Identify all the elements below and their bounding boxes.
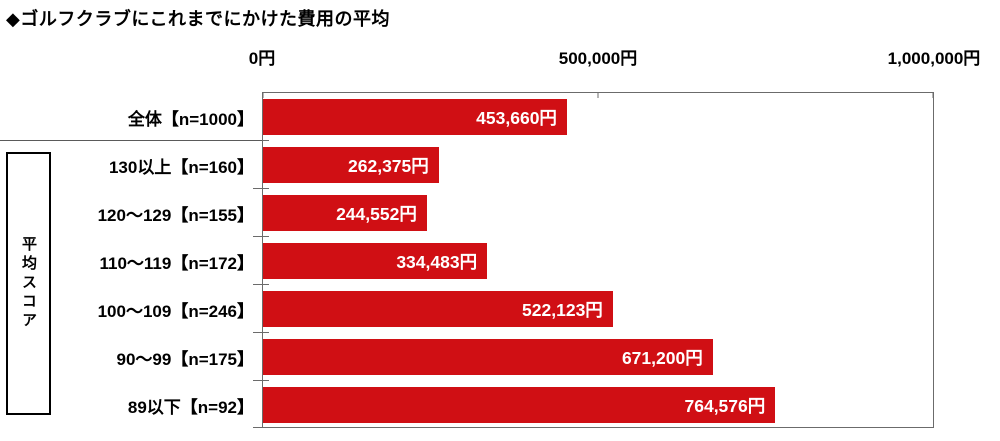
y-axis-tick [253, 332, 269, 333]
bar-value-label: 522,123円 [522, 299, 603, 320]
bar-value-label: 453,660円 [476, 107, 557, 128]
category-label: 130以上【n=160】 [108, 157, 254, 177]
bar: 522,123円 [263, 291, 613, 327]
category-label: 120〜129【n=155】 [97, 205, 254, 225]
x-tick-label: 1,000,000円 [887, 49, 981, 68]
y-axis-tick [253, 284, 269, 285]
x-axis-tick [597, 93, 599, 98]
category-label: 110〜119【n=172】 [99, 253, 254, 273]
chart-title: ◆ゴルフクラブにこれまでにかけた費用の平均 [6, 9, 390, 29]
x-axis-labels: 0円 500,000円 1,000,000円 [249, 44, 981, 68]
bar: 453,660円 [263, 99, 567, 135]
score-group-label: 平均スコア [20, 236, 37, 331]
chart-row: 90〜99【n=175】 671,200円 [117, 333, 933, 381]
chart-row: 130以上【n=160】 262,375円 [109, 141, 933, 189]
category-label: 全体【n=1000】 [127, 109, 254, 129]
y-axis-tick [253, 188, 269, 189]
chart-row: 110〜119【n=172】 334,483円 [99, 237, 933, 285]
category-label: 89以下【n=92】 [127, 397, 254, 417]
chart-row: 120〜129【n=155】 244,552円 [98, 189, 933, 237]
bar: 671,200円 [263, 339, 713, 375]
x-tick-label: 500,000円 [558, 49, 638, 68]
plot-area: 全体【n=1000】 453,660円 130以上【n=160】 262,375… [98, 92, 934, 429]
category-label: 90〜99【n=175】 [116, 349, 255, 369]
y-axis-tick [253, 380, 269, 381]
chart-row: 100〜109【n=246】 522,123円 [98, 285, 933, 333]
bar: 764,576円 [263, 387, 776, 423]
x-tick-label: 0円 [248, 49, 276, 68]
chart-row: 全体【n=1000】 453,660円 [128, 93, 933, 141]
category-label: 100〜109【n=246】 [97, 301, 254, 321]
bar-value-label: 671,200円 [621, 347, 703, 368]
chart-row: 89以下【n=92】 764,576円 [128, 381, 933, 429]
y-axis-tick [253, 236, 269, 237]
x-axis-tick [262, 93, 264, 98]
x-axis-tick [932, 93, 934, 98]
bar: 334,483円 [263, 243, 488, 279]
y-axis-tick [253, 427, 269, 428]
bar-value-label: 334,483円 [396, 251, 478, 272]
bar-value-label: 262,375円 [348, 155, 429, 176]
bar-value-label: 244,552円 [336, 203, 417, 224]
bar-value-label: 764,576円 [684, 395, 766, 416]
bar: 244,552円 [263, 195, 427, 231]
group-separator-line [0, 140, 262, 141]
bar: 262,375円 [263, 147, 439, 183]
score-group-box: 平均スコア [6, 152, 51, 415]
